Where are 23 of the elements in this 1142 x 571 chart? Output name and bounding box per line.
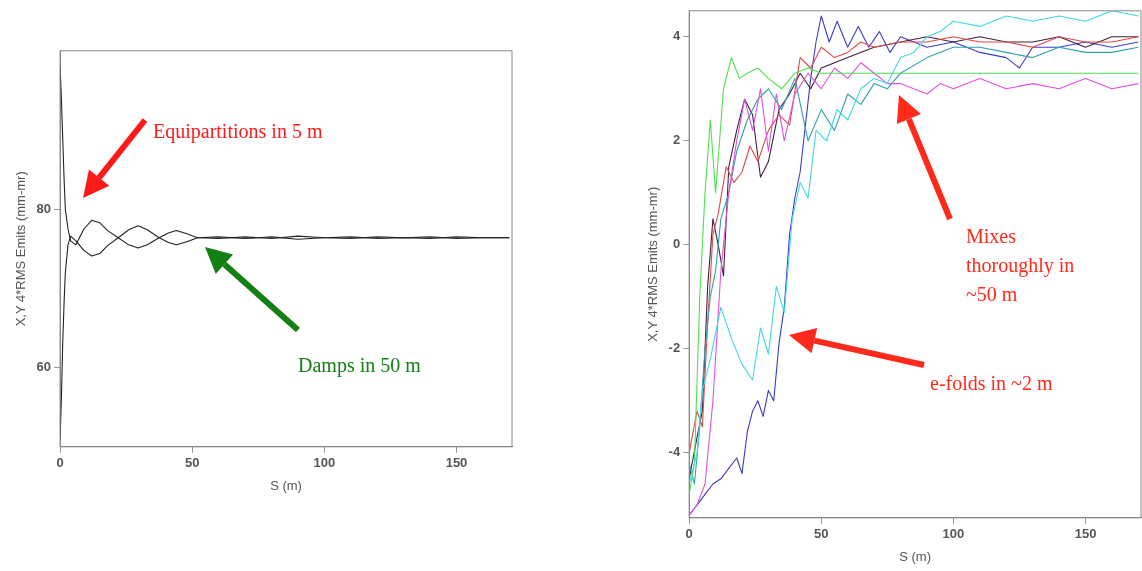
y-axis-title: X,Y 4*RMS Emits (mm-mr) xyxy=(13,171,29,327)
annotation: Equipartitions in 5 m xyxy=(153,119,324,145)
x-tick-label: 50 xyxy=(814,526,829,542)
y-tick-label: -2 xyxy=(668,340,681,356)
x-tick-label: 150 xyxy=(445,455,468,471)
annotation: Damps in 50 m xyxy=(298,353,422,379)
x-tick-label: 50 xyxy=(184,455,200,471)
x-tick-label: 0 xyxy=(56,455,64,471)
x-axis-title: S (m) xyxy=(899,548,931,564)
annotation: e-folds in ~2 m xyxy=(930,371,1054,396)
y-tick-label: 80 xyxy=(36,200,52,216)
y-axis-title: X,Y 4*RMS Emits (mm-mr) xyxy=(645,186,661,342)
x-tick-label: 100 xyxy=(942,526,965,542)
x-tick-label: 150 xyxy=(1074,526,1097,542)
x-tick-label: 0 xyxy=(685,526,693,542)
annotation: Mixes thoroughly in ~50 m xyxy=(966,224,1076,307)
y-tick-label: 2 xyxy=(672,132,681,148)
x-axis-title: S (m) xyxy=(270,477,302,493)
y-tick-label: -4 xyxy=(668,444,681,460)
y-tick-label: 60 xyxy=(36,359,52,375)
x-tick-label: 100 xyxy=(313,455,336,471)
y-tick-label: 4 xyxy=(672,28,681,44)
y-tick-label: 0 xyxy=(672,236,681,252)
